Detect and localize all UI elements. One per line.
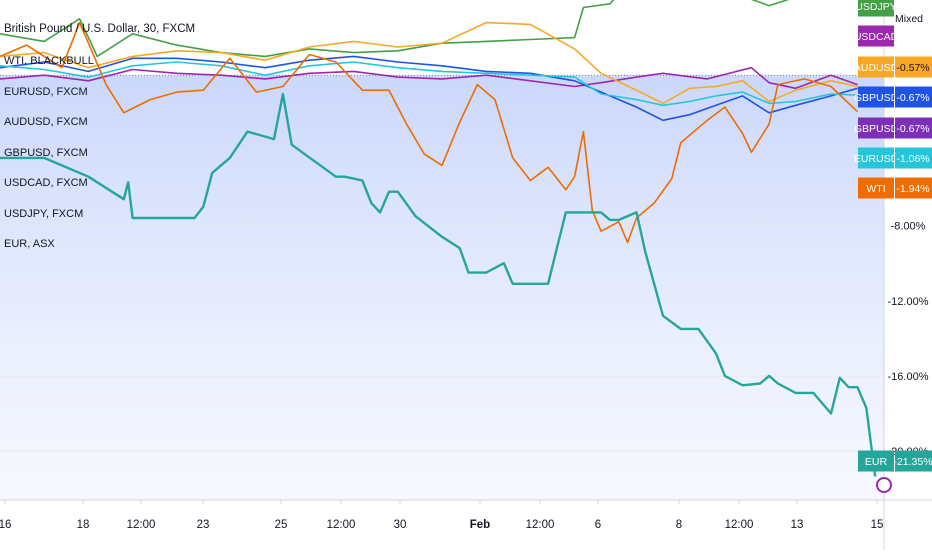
scale-mode-label[interactable]: Mixed <box>895 13 923 25</box>
badge-value-bg <box>895 56 932 78</box>
badge-value-wti: -1.94% <box>896 183 929 195</box>
x-tick-label: 8 <box>676 519 682 531</box>
x-tick-label: 6 <box>595 519 601 531</box>
badge-value-bg <box>895 177 932 199</box>
x-tick-label: 12:00 <box>327 519 356 531</box>
badge-name-bg <box>858 147 894 169</box>
badge-name-audusd: AUDUSD <box>854 62 899 74</box>
badge-name-bg <box>858 0 894 17</box>
legend-entry-eur[interactable]: EUR, ASX <box>4 238 55 250</box>
badge-name-eurusd: EURUSD <box>854 153 899 165</box>
series-line-eurusd[interactable] <box>0 61 858 107</box>
badge-value-gbpusd: -0.67% <box>896 92 929 104</box>
badge-value-gbpusd-alt: -0.67% <box>896 123 929 135</box>
y-tick-label: -16.00% <box>888 371 929 383</box>
y-tick-label: -8.00% <box>891 221 926 233</box>
x-tick-label: 23 <box>197 519 210 531</box>
badge-value-bg <box>895 147 932 169</box>
badge-name-usdjpy: USDJPY <box>855 1 896 13</box>
x-tick-label: 16 <box>0 519 11 531</box>
badge-value-bg <box>895 117 932 139</box>
badge-name-gbpusd: GBPUSD <box>854 92 899 104</box>
series-line-usdcad[interactable] <box>0 66 858 90</box>
badge-name-wti: WTI <box>866 183 885 195</box>
legend-entry-wti[interactable]: WTI, BLACKBULL <box>4 55 94 67</box>
symbol-title[interactable]: British Pound / U.S. Dollar, 30, FXCM <box>4 23 196 35</box>
x-tick-label: 12:00 <box>725 519 754 531</box>
series-line-wti[interactable] <box>0 21 859 244</box>
area-fill <box>0 75 884 500</box>
badge-value-eur: -21.35% <box>893 456 932 468</box>
badge-value-bg <box>895 450 932 472</box>
legend-entry-gbpusd[interactable]: GBPUSD, FXCM <box>4 147 88 159</box>
legend-entry-eurusd[interactable]: EURUSD, FXCM <box>4 86 88 98</box>
series-line-gbpusd[interactable] <box>0 55 858 122</box>
series-line-eur[interactable] <box>0 92 877 477</box>
x-tick-label: 18 <box>77 519 90 531</box>
x-tick-label: 12:00 <box>127 519 156 531</box>
price-badges: USDJPYUSDCADAUDUSD-0.57%GBPUSD-0.67%EURU… <box>854 0 932 472</box>
badge-name-bg <box>858 86 894 108</box>
badge-name-usdcad: USDCAD <box>854 31 899 43</box>
x-tick-label: 12:00 <box>526 519 555 531</box>
x-tick-label: 15 <box>871 519 884 531</box>
legend-entry-audusd[interactable]: AUDUSD, FXCM <box>4 116 88 128</box>
badge-name-bg <box>858 25 894 47</box>
badge-name-bg <box>858 56 894 78</box>
x-tick-label: 25 <box>275 519 288 531</box>
badge-name-bg <box>858 117 894 139</box>
badge-value-bg <box>895 86 932 108</box>
x-tick-label: 30 <box>394 519 407 531</box>
badge-name-bg <box>858 450 894 472</box>
series-line-usdjpy[interactable] <box>0 0 858 58</box>
badge-value-eurusd: -1.06% <box>896 153 929 165</box>
badge-name-bg <box>858 177 894 199</box>
x-tick-label: 13 <box>791 519 804 531</box>
legend-entry-usdjpy[interactable]: USDJPY, FXCM <box>4 208 84 220</box>
y-tick-label: -12.00% <box>888 296 929 308</box>
series-line-audusd[interactable] <box>0 21 858 105</box>
badge-name-gbpusd-alt: GBPUSD <box>854 123 899 135</box>
exchange-logo-icon <box>876 477 892 493</box>
badge-value-audusd: -0.57% <box>896 62 929 74</box>
badge-name-eur: EUR <box>865 456 888 468</box>
x-tick-label: Feb <box>470 519 490 531</box>
legend-entry-usdcad[interactable]: USDCAD, FXCM <box>4 177 88 189</box>
